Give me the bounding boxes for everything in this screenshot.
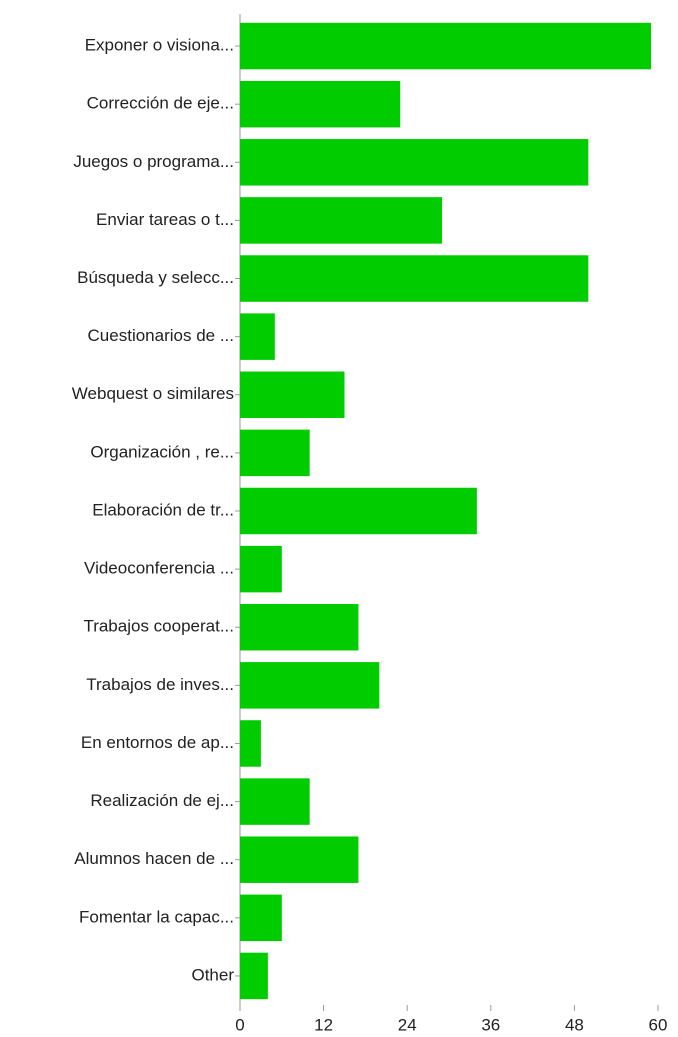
bar [240,545,282,593]
y-tick-label: Videoconferencia ... [84,559,234,578]
y-tick-label: Trabajos cooperat... [83,617,234,636]
x-tick-label: 12 [314,1015,333,1034]
bar [240,80,401,128]
y-tick-label: Webquest o similares [72,384,234,403]
y-tick-label: En entornos de ap... [81,733,234,752]
x-tick-label: 24 [398,1015,417,1034]
y-tick-label: Juegos o programa... [73,152,234,171]
bar [240,487,477,535]
x-tick-label: 48 [565,1015,584,1034]
y-tick-label: Enviar tareas o t... [96,210,234,229]
y-tick-label: Alumnos hacen de ... [74,849,234,868]
bar [240,603,359,651]
bar [240,22,652,70]
y-tick-label: Búsqueda y selecc... [77,268,234,287]
bar [240,371,345,419]
bar [240,836,359,883]
bar [240,662,380,709]
x-tick-label: 36 [481,1015,500,1034]
bar [240,139,589,186]
bar [240,894,282,942]
y-tick-label: Organización , re... [90,442,234,461]
bar [240,255,589,302]
y-tick-label: Trabajos de inves... [86,675,234,694]
x-tick-label: 0 [235,1015,244,1034]
bar [240,720,261,767]
y-tick-label: Other [191,965,234,984]
bar [240,197,443,244]
bar [240,952,268,1000]
bar [240,313,275,360]
y-tick-label: Corrección de eje... [87,94,234,113]
y-tick-label: Fomentar la capac... [79,907,234,926]
bar [240,778,310,825]
y-tick-label: Realización de ej... [90,791,234,810]
y-tick-label: Elaboración de tr... [92,500,234,519]
y-tick-label: Cuestionarios de ... [88,326,234,345]
x-tick-label: 60 [649,1015,668,1034]
bar [240,429,310,477]
y-tick-label: Exponer o visiona... [85,36,234,55]
